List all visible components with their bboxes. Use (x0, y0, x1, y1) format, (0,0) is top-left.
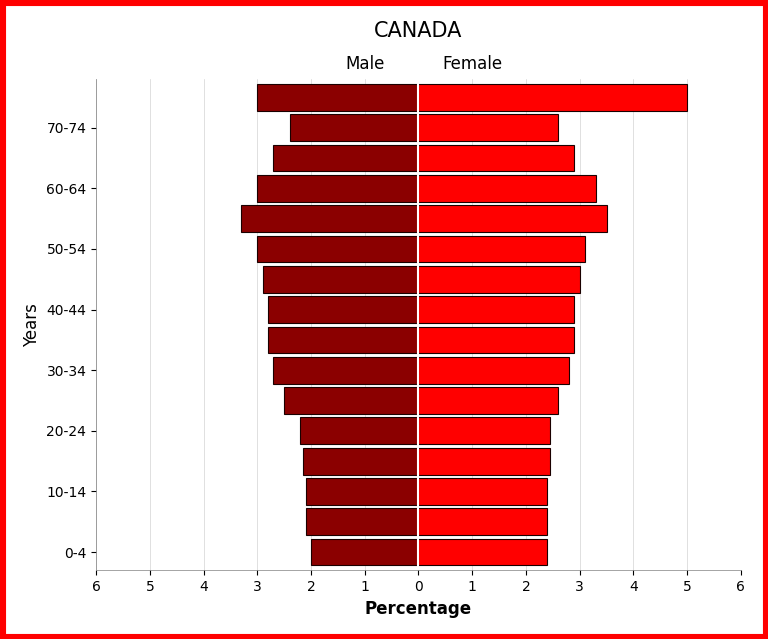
Bar (268, 296, 419, 323)
Bar (284, 387, 419, 414)
X-axis label: Percentage: Percentage (365, 599, 472, 618)
Bar (419, 448, 550, 475)
Bar (241, 205, 419, 232)
Bar (306, 478, 419, 505)
Bar (303, 448, 419, 475)
Bar (257, 175, 419, 201)
Bar (300, 417, 419, 444)
Bar (290, 114, 419, 141)
Bar (257, 84, 419, 111)
Bar (419, 417, 550, 444)
Bar (419, 114, 558, 141)
Text: Female: Female (442, 55, 502, 73)
Bar (257, 236, 419, 262)
Bar (419, 266, 580, 293)
Bar (419, 357, 569, 383)
Y-axis label: Years: Years (23, 303, 41, 346)
Bar (419, 236, 585, 262)
Bar (419, 509, 548, 535)
Bar (419, 478, 548, 505)
Text: Male: Male (345, 55, 385, 73)
Bar (419, 84, 687, 111)
Bar (419, 327, 574, 353)
Bar (419, 539, 548, 566)
Bar (419, 205, 607, 232)
Title: CANADA: CANADA (374, 21, 462, 42)
Bar (268, 327, 419, 353)
Bar (419, 387, 558, 414)
Bar (273, 144, 419, 171)
Bar (306, 509, 419, 535)
Bar (419, 296, 574, 323)
Bar (263, 266, 419, 293)
Bar (419, 144, 574, 171)
Bar (419, 175, 596, 201)
Bar (273, 357, 419, 383)
Bar (311, 539, 419, 566)
